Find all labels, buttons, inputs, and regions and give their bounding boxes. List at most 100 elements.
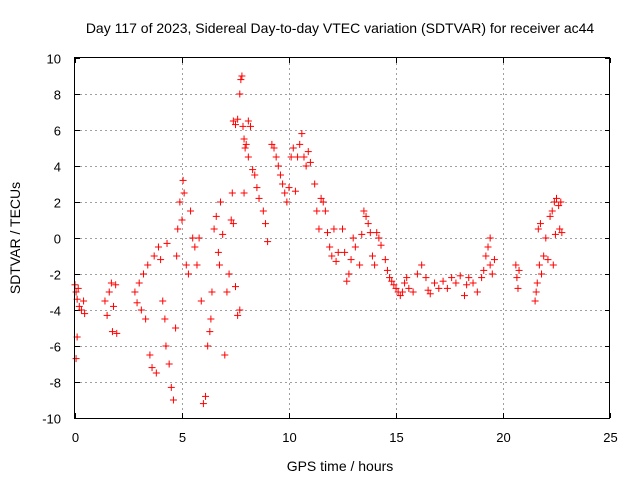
- data-point: [75, 302, 83, 310]
- data-point: [232, 283, 239, 291]
- data-point: [360, 207, 368, 215]
- data-point: [272, 153, 280, 161]
- data-point: [236, 90, 244, 98]
- y-tick-label: 0: [54, 232, 61, 247]
- data-point: [546, 212, 554, 220]
- data-point: [197, 297, 205, 305]
- data-point: [234, 115, 242, 123]
- data-point: [217, 198, 225, 206]
- data-point: [165, 360, 173, 368]
- data-point: [398, 288, 406, 296]
- data-point: [558, 229, 566, 237]
- data-point: [150, 252, 158, 260]
- data-point: [239, 122, 247, 130]
- data-point: [199, 400, 207, 408]
- data-point: [135, 279, 143, 287]
- ticks: 0 5 10 15 20 25 -10 -8 -6 -4 -2 0 2 4 6 8 10: [42, 52, 618, 446]
- data-point: [341, 248, 349, 256]
- data-point: [553, 194, 560, 202]
- data-point: [381, 256, 389, 264]
- data-point: [304, 148, 312, 156]
- data-point: [544, 256, 552, 264]
- data-point: [204, 342, 212, 350]
- data-point: [180, 189, 188, 197]
- data-point: [191, 243, 199, 251]
- data-point: [435, 284, 443, 292]
- data-point: [182, 261, 190, 269]
- data-point: [366, 229, 374, 237]
- data-point: [268, 140, 276, 148]
- data-point: [488, 270, 496, 278]
- data-point: [328, 252, 336, 260]
- y-tick-label: 8: [54, 88, 61, 103]
- data-point: [531, 297, 539, 305]
- x-tick-label: 10: [282, 430, 296, 445]
- data-point: [221, 351, 229, 359]
- data-point: [202, 392, 210, 400]
- data-point: [77, 306, 85, 314]
- data-point: [229, 117, 237, 125]
- data-point: [351, 243, 359, 251]
- data-point: [237, 76, 245, 84]
- data-point: [345, 270, 353, 278]
- data-point: [259, 207, 267, 215]
- data-point: [334, 248, 342, 256]
- x-tick-label: 25: [603, 430, 617, 445]
- data-point: [321, 207, 329, 215]
- data-point: [163, 239, 171, 247]
- data-point: [377, 241, 385, 249]
- data-point: [347, 256, 355, 264]
- data-point: [189, 234, 197, 242]
- data-point: [548, 207, 556, 215]
- data-point: [332, 257, 340, 265]
- x-axis-label: GPS time / hours: [287, 458, 394, 474]
- data-point: [556, 225, 564, 233]
- data-point: [144, 261, 152, 269]
- data-point: [392, 284, 400, 292]
- data-point: [169, 396, 177, 404]
- data-point: [422, 274, 430, 282]
- y-tick-label: 10: [47, 52, 61, 67]
- data-point: [162, 342, 170, 350]
- y-tick-label: 4: [54, 160, 61, 175]
- data-point: [349, 234, 357, 242]
- data-point: [469, 279, 477, 287]
- data-point: [478, 274, 486, 282]
- data-point: [103, 311, 111, 319]
- data-point: [490, 256, 498, 264]
- x-tick-label: 0: [72, 430, 79, 445]
- data-point: [551, 230, 559, 238]
- data-point: [179, 176, 187, 184]
- data-point: [542, 234, 550, 242]
- data-point: [287, 153, 295, 161]
- data-point: [291, 187, 299, 195]
- data-point: [146, 351, 154, 359]
- data-point: [330, 225, 338, 233]
- data-point: [101, 297, 109, 305]
- data-point: [214, 248, 222, 256]
- data-point: [532, 288, 540, 296]
- data-point: [225, 270, 233, 278]
- data-point: [241, 144, 249, 152]
- data-point: [172, 324, 180, 332]
- data-point: [515, 266, 523, 274]
- data-point: [72, 288, 80, 296]
- data-point: [133, 299, 141, 307]
- data-point: [426, 290, 434, 298]
- data-point: [157, 256, 165, 264]
- data-point: [405, 284, 413, 292]
- data-point: [167, 383, 175, 391]
- data-point: [251, 171, 259, 179]
- data-point: [108, 328, 116, 336]
- data-point: [193, 261, 201, 269]
- data-point: [72, 355, 80, 363]
- data-point: [112, 281, 120, 289]
- plot-frame: [74, 57, 610, 419]
- data-point: [238, 72, 246, 80]
- data-point: [281, 189, 289, 197]
- data-point: [208, 288, 216, 296]
- data-point: [418, 261, 426, 269]
- data-point: [513, 274, 521, 282]
- data-point: [244, 153, 252, 161]
